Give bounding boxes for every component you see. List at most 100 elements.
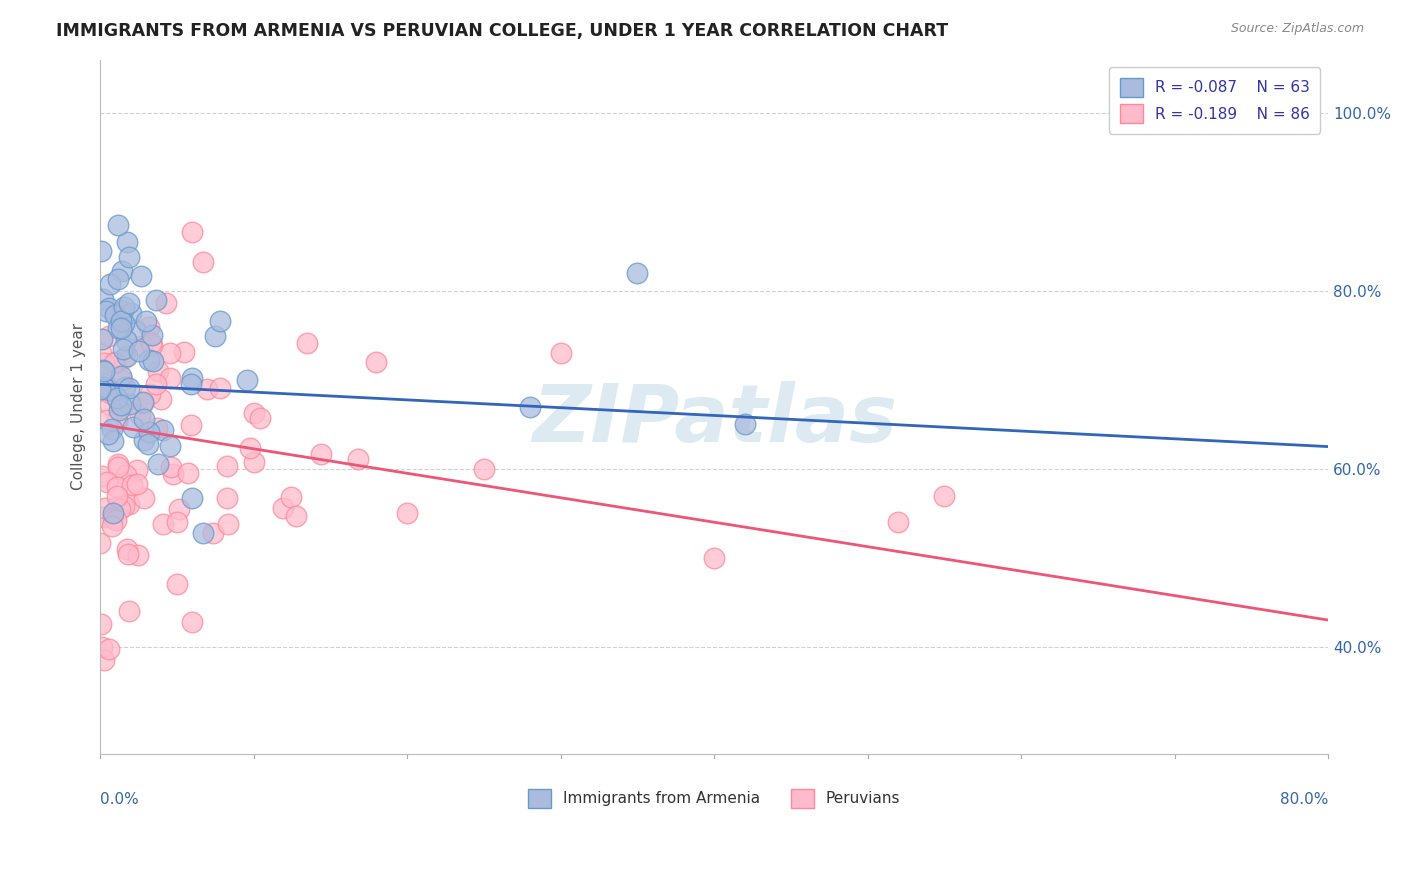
Point bbox=[138, 425, 160, 439]
Point bbox=[93, 364, 115, 378]
Point bbox=[90, 616, 112, 631]
Point bbox=[101, 506, 124, 520]
Point bbox=[97, 427, 120, 442]
Point bbox=[110, 314, 132, 328]
Point bbox=[110, 320, 132, 334]
Point bbox=[117, 295, 139, 310]
Point bbox=[155, 296, 177, 310]
Point bbox=[217, 459, 239, 474]
Point bbox=[519, 400, 541, 414]
Point bbox=[239, 441, 262, 455]
Point bbox=[129, 269, 152, 284]
Point bbox=[135, 314, 157, 328]
Point bbox=[271, 501, 294, 516]
Point bbox=[217, 517, 239, 532]
Point bbox=[132, 491, 155, 505]
Point bbox=[101, 421, 124, 435]
Point bbox=[181, 491, 204, 505]
Point bbox=[91, 363, 114, 377]
Y-axis label: College, Under 1 year: College, Under 1 year bbox=[72, 323, 86, 490]
Point bbox=[94, 377, 117, 392]
Point bbox=[110, 398, 132, 412]
Point bbox=[91, 640, 114, 655]
Point bbox=[112, 500, 135, 514]
Point bbox=[94, 304, 117, 318]
Point bbox=[160, 459, 183, 474]
Point bbox=[139, 387, 162, 401]
Point bbox=[346, 452, 368, 467]
Point bbox=[139, 336, 162, 351]
Point bbox=[112, 351, 135, 366]
Point bbox=[104, 309, 127, 323]
Point bbox=[166, 577, 188, 591]
Point bbox=[97, 642, 120, 657]
Text: 0.0%: 0.0% bbox=[100, 792, 139, 806]
Point bbox=[111, 373, 134, 387]
Point bbox=[107, 460, 129, 475]
Point bbox=[177, 466, 200, 480]
Point bbox=[162, 467, 184, 481]
Point bbox=[115, 235, 138, 249]
Point bbox=[115, 349, 138, 363]
Point bbox=[734, 417, 756, 432]
Point bbox=[117, 542, 139, 557]
Point bbox=[107, 272, 129, 286]
Point bbox=[98, 398, 121, 412]
Point bbox=[201, 525, 224, 540]
Point bbox=[166, 516, 188, 530]
Point bbox=[107, 457, 129, 471]
Point bbox=[243, 455, 266, 469]
Point bbox=[703, 550, 725, 565]
Point bbox=[117, 251, 139, 265]
Point bbox=[120, 306, 142, 320]
Point bbox=[127, 476, 149, 491]
Point bbox=[98, 329, 121, 343]
Point bbox=[285, 508, 308, 523]
Point bbox=[152, 423, 174, 437]
Point bbox=[127, 549, 149, 563]
Point bbox=[101, 519, 124, 533]
Point bbox=[105, 414, 128, 428]
Point bbox=[131, 395, 153, 409]
Point bbox=[146, 364, 169, 378]
Point bbox=[309, 446, 332, 460]
Point bbox=[145, 377, 167, 392]
Point bbox=[138, 352, 160, 367]
Point bbox=[118, 604, 141, 618]
Point bbox=[128, 343, 150, 358]
Point bbox=[121, 478, 143, 492]
Point bbox=[136, 437, 159, 451]
Point bbox=[173, 345, 195, 359]
Point bbox=[111, 264, 134, 278]
Point bbox=[550, 346, 572, 360]
Point bbox=[89, 382, 111, 396]
Point bbox=[105, 500, 128, 515]
Point bbox=[626, 266, 648, 280]
Point bbox=[181, 615, 204, 629]
Point bbox=[105, 412, 128, 426]
Point bbox=[366, 355, 388, 369]
Point bbox=[97, 383, 120, 397]
Point bbox=[117, 381, 139, 395]
Point bbox=[148, 458, 170, 472]
Point bbox=[472, 462, 495, 476]
Point bbox=[110, 369, 132, 384]
Point bbox=[115, 333, 138, 347]
Point bbox=[142, 354, 165, 368]
Point bbox=[96, 475, 118, 489]
Point bbox=[141, 327, 163, 342]
Text: IMMIGRANTS FROM ARMENIA VS PERUVIAN COLLEGE, UNDER 1 YEAR CORRELATION CHART: IMMIGRANTS FROM ARMENIA VS PERUVIAN COLL… bbox=[56, 22, 949, 40]
Point bbox=[124, 322, 146, 336]
Point bbox=[127, 463, 149, 477]
Point bbox=[180, 377, 202, 392]
Point bbox=[101, 511, 124, 525]
Point bbox=[131, 395, 153, 409]
Point bbox=[91, 293, 114, 307]
Point bbox=[215, 491, 238, 505]
Point bbox=[104, 513, 127, 527]
Point bbox=[89, 536, 111, 550]
Point bbox=[91, 380, 114, 394]
Point bbox=[150, 392, 173, 406]
Point bbox=[145, 293, 167, 307]
Point bbox=[115, 468, 138, 483]
